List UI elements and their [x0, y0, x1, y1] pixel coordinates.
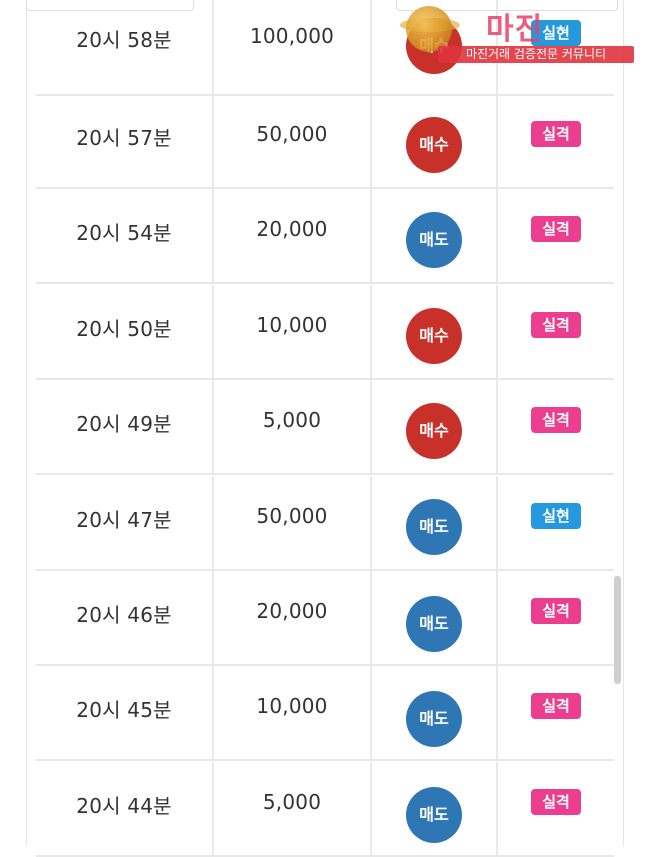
result-cell: 실격 [498, 571, 614, 664]
time-cell: 20시 46분 [36, 571, 214, 664]
side-cell: 매수 [372, 94, 498, 187]
time-cell: 20시 44분 [36, 761, 214, 855]
amount-cell: 20,000 [214, 189, 372, 283]
result-fail-badge: 실격 [531, 311, 581, 338]
time-text: 20시 46분 [76, 603, 172, 627]
amount-text: 50,000 [256, 503, 328, 528]
amount-text: 20,000 [256, 217, 328, 242]
amount-cell: 50,000 [214, 475, 372, 569]
side-cell: 매도 [372, 666, 498, 760]
watermark-logo: 마진 마진거래 검증전문 커뮤니티 [400, 4, 640, 64]
result-cell: 실현 [498, 0, 614, 94]
buy-side-badge: 매수 [406, 117, 462, 173]
result-cell: 실격 [498, 189, 614, 282]
table-row: 20시 50분 10,000 매수 실격 [36, 284, 614, 380]
sell-side-badge: 매도 [406, 691, 462, 748]
amount-text: 5,000 [262, 789, 322, 814]
table-row: 20시 45분 10,000 매도 실격 [36, 666, 614, 762]
table-row: 20시 46분 20,000 매도 실격 [36, 571, 614, 666]
amount-text: 100,000 [249, 24, 335, 48]
time-text: 20시 47분 [76, 507, 172, 532]
top-tab-right [396, 0, 618, 11]
time-text: 20시 49분 [76, 412, 172, 437]
scrollbar-thumb[interactable] [614, 576, 621, 684]
logo-subtitle: 마진거래 검증전문 커뮤니티 [438, 46, 634, 63]
logo-title: 마진 [486, 12, 544, 47]
time-text: 20시 45분 [76, 698, 172, 723]
result-win-badge: 실현 [531, 20, 581, 46]
result-cell: 실현 [498, 476, 614, 569]
amount-text: 5,000 [262, 408, 322, 433]
result-fail-badge: 실격 [531, 216, 581, 243]
amount-cell: 5,000 [214, 380, 372, 474]
amount-cell: 10,000 [214, 666, 372, 760]
sell-side-badge: 매도 [406, 212, 462, 269]
table-row: 20시 47분 50,000 매도 실현 [36, 475, 614, 571]
buy-side-badge: 매수 [406, 307, 462, 364]
time-text: 20시 54분 [76, 221, 172, 246]
amount-text: 10,000 [256, 694, 328, 719]
sell-side-badge: 매도 [406, 498, 462, 555]
time-text: 20시 58분 [76, 28, 172, 52]
amount-cell: 100,000 [214, 0, 372, 94]
result-fail-badge: 실격 [531, 693, 581, 720]
side-cell: 매도 [372, 761, 498, 855]
amount-text: 10,000 [256, 312, 328, 337]
time-text: 20시 44분 [76, 793, 172, 818]
result-cell: 실격 [498, 380, 614, 473]
result-cell: 실격 [498, 762, 614, 855]
result-fail-badge: 실격 [531, 407, 581, 434]
table-row: 20시 54분 20,000 매도 실격 [36, 189, 614, 285]
table-row: 20시 44분 5,000 매도 실격 [36, 761, 614, 857]
table-row: 20시 57분 50,000 매수 실격 [36, 94, 614, 189]
result-cell: 실격 [498, 94, 614, 187]
top-tab-left [26, 0, 194, 11]
result-fail-badge: 실격 [531, 788, 581, 815]
side-cell: 매도 [372, 189, 498, 283]
time-cell: 20시 58분 [36, 0, 214, 94]
content-frame [26, 0, 624, 846]
time-cell: 20시 50분 [36, 284, 214, 378]
time-cell: 20시 47분 [36, 475, 214, 569]
amount-cell: 50,000 [214, 94, 372, 187]
time-cell: 20시 45분 [36, 666, 214, 760]
table-row: 20시 49분 5,000 매수 실격 [36, 380, 614, 476]
result-cell: 실격 [498, 666, 614, 759]
result-win-badge: 실현 [531, 502, 581, 529]
sell-side-badge: 매도 [406, 786, 462, 843]
result-cell: 실격 [498, 285, 614, 378]
time-cell: 20시 54분 [36, 189, 214, 283]
logo-emblem-icon [406, 6, 452, 52]
amount-cell: 10,000 [214, 284, 372, 378]
time-text: 20시 50분 [76, 316, 172, 341]
side-cell: 매도 [372, 475, 498, 569]
time-cell: 20시 49분 [36, 380, 214, 474]
side-cell: 매수 [372, 284, 498, 378]
result-fail-badge: 실격 [531, 121, 581, 147]
time-text: 20시 57분 [76, 126, 172, 150]
amount-text: 50,000 [256, 122, 328, 146]
amount-cell: 5,000 [214, 761, 372, 855]
sell-side-badge: 매도 [406, 596, 462, 652]
side-cell: 매수 [372, 380, 498, 474]
time-cell: 20시 57분 [36, 94, 214, 187]
amount-text: 20,000 [256, 599, 328, 623]
buy-side-badge: 매수 [406, 403, 462, 460]
result-fail-badge: 실격 [531, 598, 581, 624]
amount-cell: 20,000 [214, 571, 372, 664]
side-cell: 매도 [372, 571, 498, 664]
